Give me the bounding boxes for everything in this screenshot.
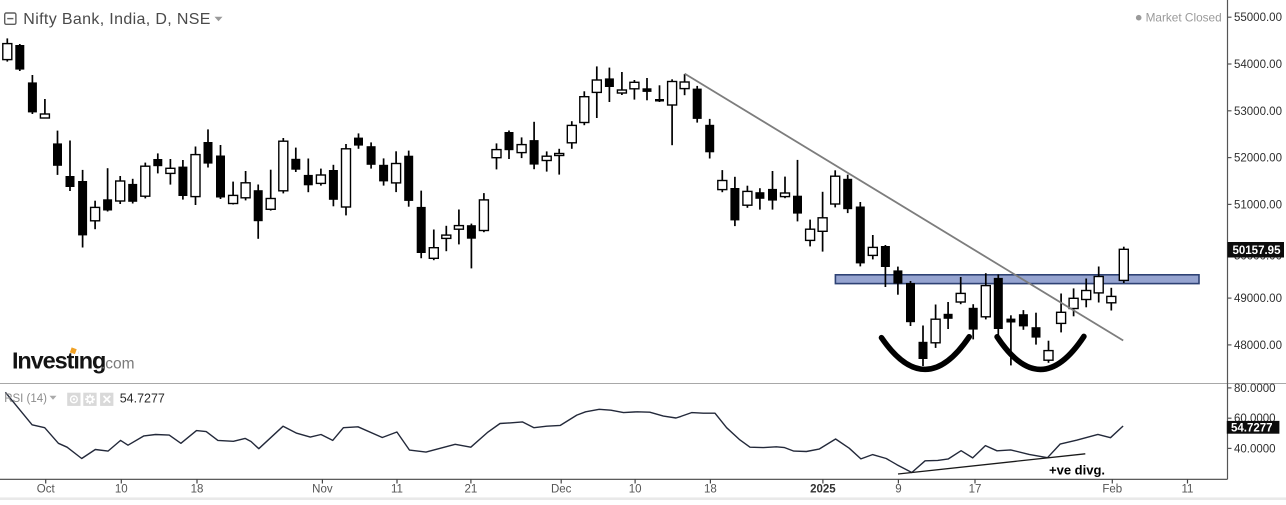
svg-text:.com: .com bbox=[101, 355, 135, 372]
svg-text:Investing: Investing bbox=[12, 347, 105, 373]
svg-text:11: 11 bbox=[391, 484, 403, 496]
svg-text:Nov: Nov bbox=[312, 484, 333, 496]
svg-text:Feb: Feb bbox=[1102, 484, 1122, 496]
svg-text:17: 17 bbox=[969, 484, 982, 496]
svg-text:48000.00: 48000.00 bbox=[1234, 340, 1282, 352]
svg-text:54.7277: 54.7277 bbox=[1231, 422, 1273, 434]
svg-text:Market Closed: Market Closed bbox=[1146, 11, 1222, 25]
svg-text:54000.00: 54000.00 bbox=[1234, 59, 1282, 71]
svg-text:Dec: Dec bbox=[551, 484, 572, 496]
svg-text:80.0000: 80.0000 bbox=[1234, 383, 1276, 395]
svg-text:10: 10 bbox=[115, 484, 128, 496]
svg-text:9: 9 bbox=[895, 484, 901, 496]
svg-text:11: 11 bbox=[1182, 484, 1194, 496]
svg-text:2025: 2025 bbox=[810, 484, 836, 496]
svg-text:49000.00: 49000.00 bbox=[1234, 293, 1282, 305]
svg-text:54.7277: 54.7277 bbox=[120, 392, 165, 406]
svg-text:53000.00: 53000.00 bbox=[1234, 106, 1282, 118]
svg-text:+ve divg.: +ve divg. bbox=[1049, 463, 1105, 478]
svg-text:55000.00: 55000.00 bbox=[1234, 12, 1282, 24]
svg-text:Nifty Bank, India, D, NSE: Nifty Bank, India, D, NSE bbox=[23, 11, 210, 28]
svg-text:10: 10 bbox=[629, 484, 642, 496]
svg-text:RSI (14): RSI (14) bbox=[4, 393, 47, 405]
svg-text:21: 21 bbox=[465, 484, 478, 496]
svg-text:40.0000: 40.0000 bbox=[1234, 443, 1276, 455]
svg-text:51000.00: 51000.00 bbox=[1234, 199, 1282, 211]
svg-text:Oct: Oct bbox=[37, 484, 56, 496]
svg-text:18: 18 bbox=[704, 484, 717, 496]
svg-text:50157.95: 50157.95 bbox=[1233, 245, 1282, 257]
svg-text:52000.00: 52000.00 bbox=[1234, 153, 1282, 165]
svg-text:18: 18 bbox=[191, 484, 204, 496]
